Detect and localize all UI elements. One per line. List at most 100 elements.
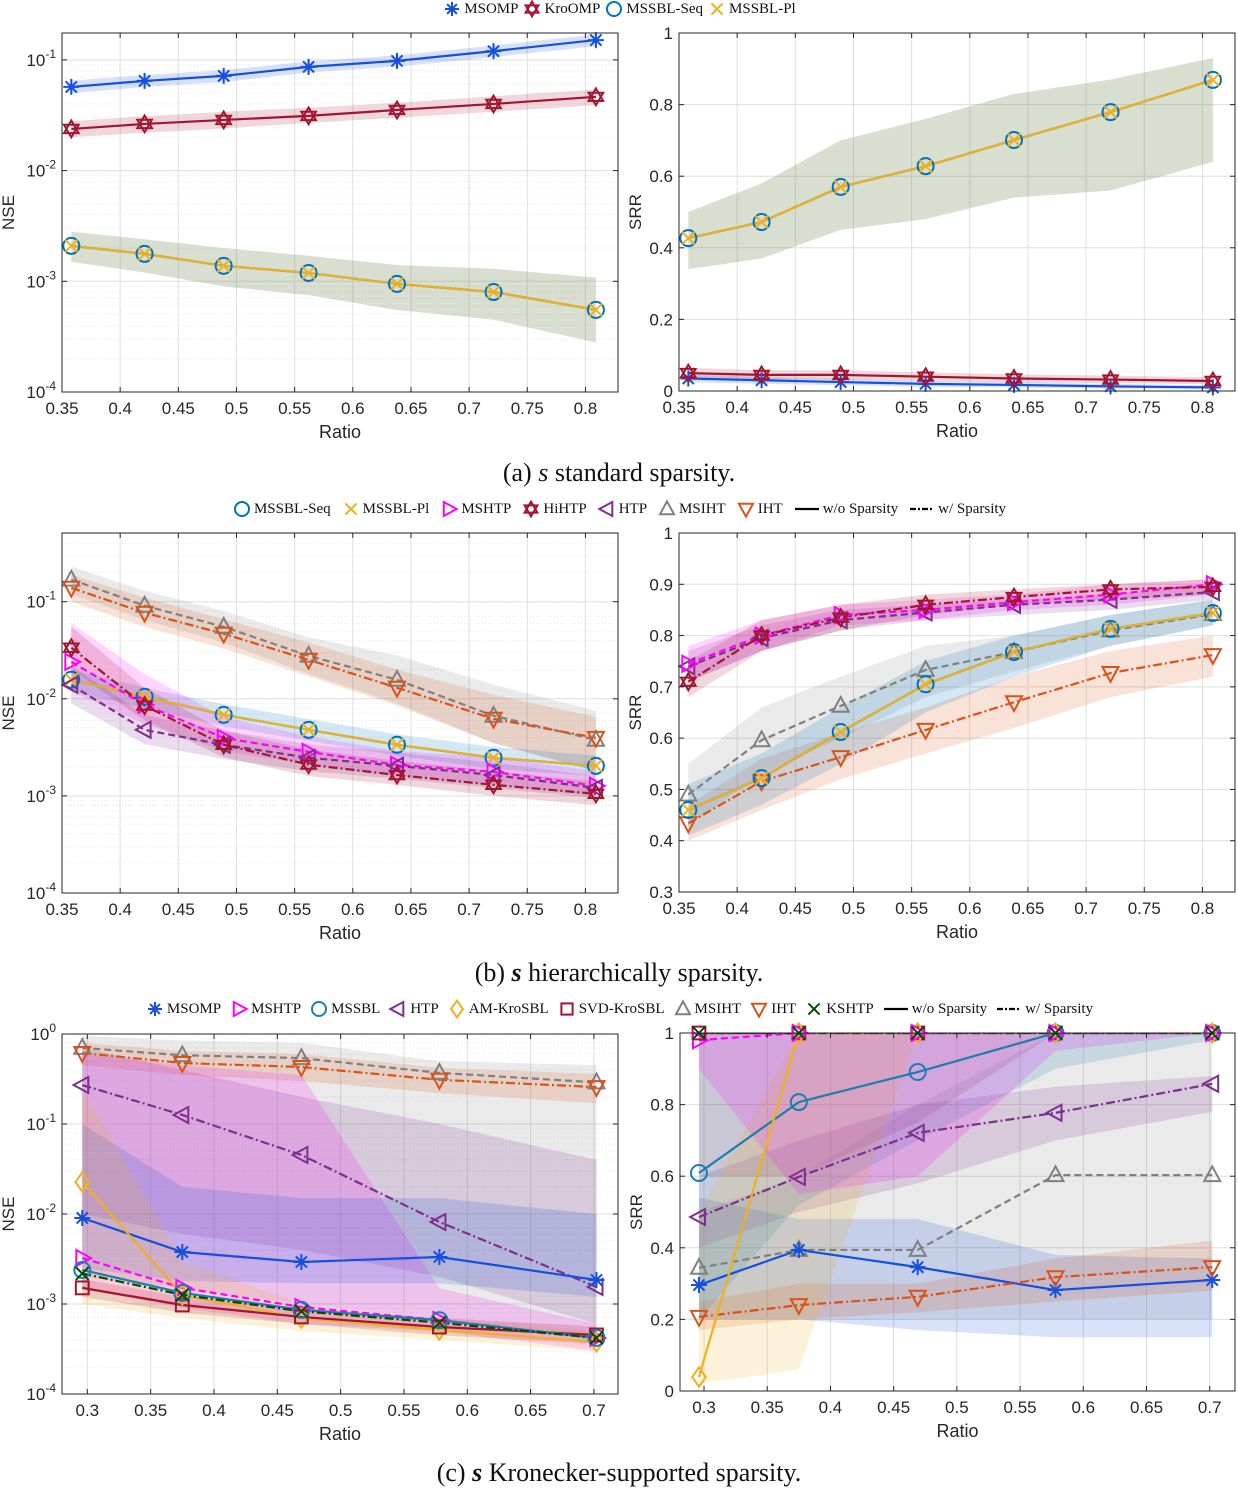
data-point-mssbl-seq [484,282,503,301]
data-point-msomp [293,1253,310,1270]
legend-label: MSIHT [679,500,726,517]
data-point-mssbl-seq [214,705,233,724]
data-point-hihtp [214,734,233,756]
data-point-mssbl-pl [918,677,933,692]
y-axis-label: NSE [0,195,18,230]
x-icon [344,502,357,516]
plot-area [62,33,618,392]
data-point-htp [585,1277,604,1297]
band-htp [688,584,1213,682]
x-tick-label: 0.5 [842,899,866,918]
legend-item-svd-krosbl: SVD-KroSBL [557,999,665,1019]
legend-item-msomp: MSOMP [145,999,221,1019]
legend-label: HTP [618,500,648,517]
band-iht [698,1240,1213,1331]
data-point-mssbl-seq [586,300,605,319]
x-tick-label: 0.75 [511,399,544,418]
data-point-kroomp [135,113,154,135]
plot-area [62,533,618,893]
data-point-mssbl-seq [387,735,406,754]
tri-left-icon [388,1000,405,1018]
legend-item-htp: HTP [388,999,439,1019]
y-tick-label: 0.8 [650,1096,674,1115]
data-point-iht [298,652,319,671]
data-point-iht [908,1289,928,1308]
legend-item-w-sparsity: w/ Sparsity [995,999,1093,1019]
data-point-svd-krosbl [74,1280,90,1296]
data-point-hihtp [484,774,503,796]
data-point-msomp [588,1271,605,1288]
series-line-mshtp [70,660,597,787]
plot-b-left: 0.35 0.4 0.45 0.5 0.55 0.6 0.65 0.7 0.75 0.8 10-4 1… [0,532,619,943]
x-tick-label: 0.6 [455,1401,479,1420]
band-mshtp [688,579,1213,682]
band-msomp [71,34,596,94]
y-tick-label: 0.8 [649,96,673,115]
data-point-msomp [388,52,405,69]
series-line-iht [70,586,597,739]
data-point-mssbl-seq [916,157,935,176]
legend-circle-icon [233,501,250,517]
y-tick-label: 10-2 [26,158,56,181]
data-point-hihtp [831,607,850,628]
band-mssbl-seq [688,58,1213,270]
data-point-htp [1201,1074,1220,1094]
x-tick-label: 0.8 [574,900,598,919]
data-point-am-krosbl [588,1330,605,1354]
data-point-msiht [678,783,698,802]
series-line-htp [81,1083,597,1288]
data-point-msiht [214,615,234,634]
band-svd-krosbl [698,1033,1213,1177]
y-axis-label: SRR [627,1194,646,1230]
series-line-iht [698,1266,1213,1318]
plot-area [679,33,1235,391]
data-point-hihtp [1101,578,1120,600]
legend-item-mshtp: MSHTP [229,999,301,1019]
y-tick-label: 10-1 [26,47,56,70]
band-mshtp [71,623,596,796]
data-point-kshtp [589,1330,604,1346]
y-tick-label: 0.4 [650,1239,674,1258]
data-point-msomp [690,1277,707,1294]
x-tick-label: 0.65 [394,399,427,418]
series-line-kroomp [71,95,596,131]
x-axis-label: Ratio [936,1421,978,1441]
data-point-kshtp [294,1304,309,1319]
legend-item-htp: HTP [596,499,648,519]
data-point-svd-krosbl [174,1297,190,1313]
data-point-mssbl-pl [486,750,501,765]
x-tick-label: 0.7 [1198,1398,1222,1417]
data-point-htp [428,1212,447,1232]
data-point-mssbl-seq [214,256,233,275]
series-line-iht [82,1051,597,1089]
x-axis-label: Ratio [319,1424,361,1444]
x-tick-label: 0.65 [1011,398,1044,417]
legend-item-w-o-sparsity: w/o Sparsity [882,999,987,1019]
x-tick-label: 0.3 [76,1401,100,1420]
plot-c-left: 0.3 0.35 0.4 0.45 0.5 0.55 0.6 0.65 0.7 10-4 10-3 1… [0,1021,619,1444]
data-point-kroomp [586,86,605,108]
data-point-mssbl-seq [752,213,771,232]
x-tick-label: 0.45 [261,1401,294,1420]
y-tick-label: 1 [664,524,673,543]
y-axis-label: SRR [626,194,645,230]
data-point-iht [172,1056,192,1074]
tri-up-icon [673,999,692,1016]
x-tick-label: 0.5 [329,1401,353,1420]
legend-item-am-krosbl: AM-KroSBL [447,999,549,1019]
data-point-hihtp [586,783,605,805]
data-point-mssbl-pl [588,302,604,317]
y-tick-label: 0.3 [649,883,673,902]
x-axis-label: Ratio [319,422,361,442]
data-point-hihtp [135,695,154,717]
legend-item-msomp: MSOMP [442,0,518,19]
legend-label: KroOMP [544,0,601,17]
legend-square-icon [560,1002,574,1016]
band-msomp [698,1197,1213,1338]
data-point-mshtp [486,762,505,782]
circle-icon [311,1001,328,1017]
data-point-mssbl-seq [299,263,318,282]
data-point-mssbl-seq [135,244,154,263]
y-tick-label: 10-3 [26,1291,56,1314]
y-tick-label: 10-2 [26,1201,56,1224]
